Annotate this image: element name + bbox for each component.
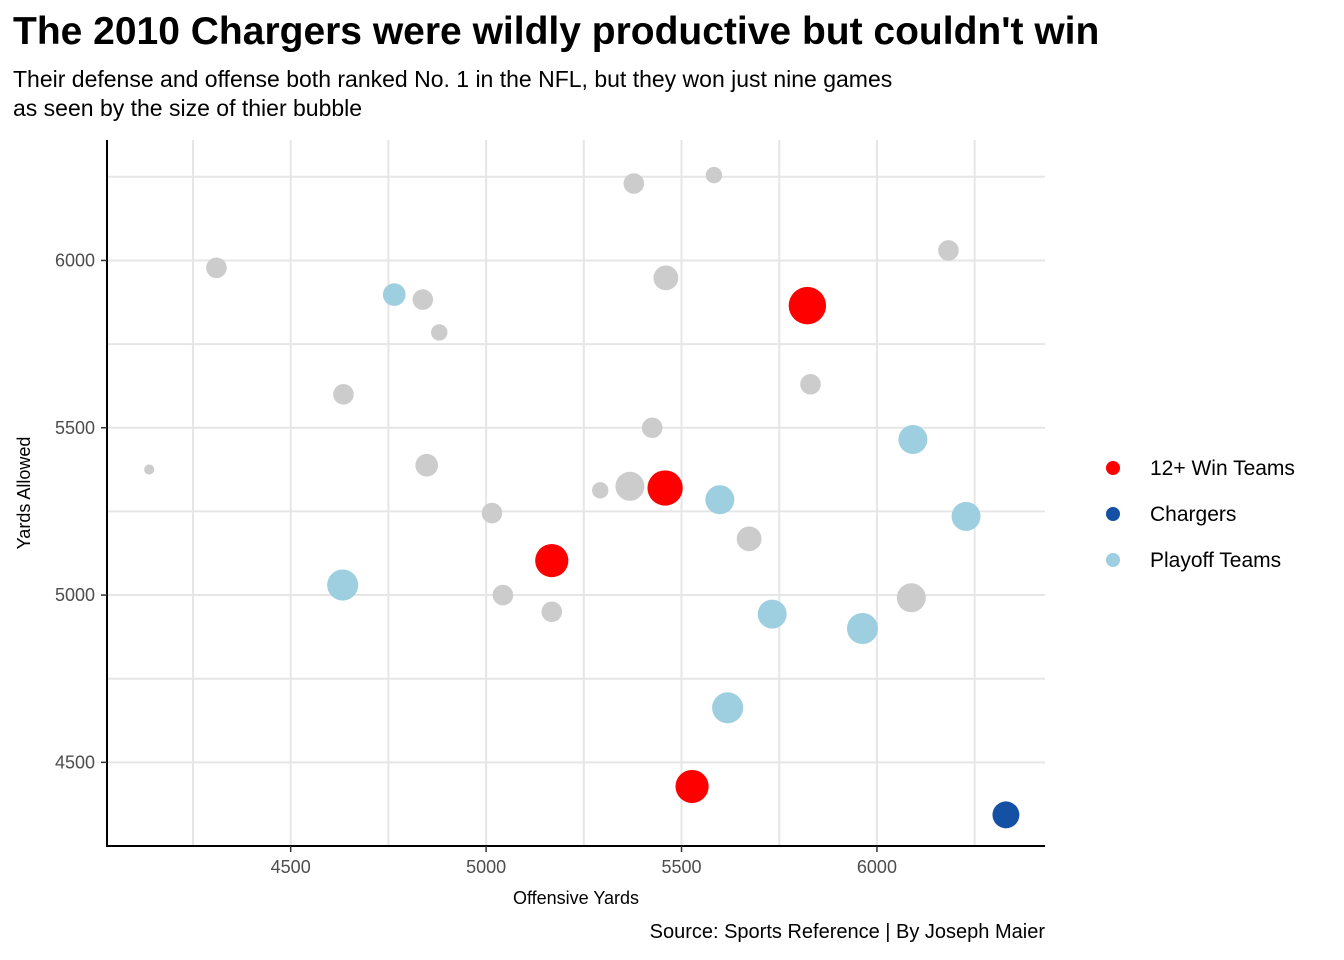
y-tick-label: 4500 — [55, 752, 95, 772]
y-tick-label: 5500 — [55, 418, 95, 438]
y-axis-label: Yards Allowed — [14, 437, 34, 550]
y-tick-label: 6000 — [55, 250, 95, 270]
data-point-other — [144, 464, 155, 475]
data-point-other — [541, 601, 563, 623]
data-point-twelve-plus — [788, 286, 827, 325]
legend-swatch — [1106, 507, 1120, 521]
data-point-other — [705, 166, 723, 184]
data-point-other — [938, 240, 959, 261]
legend-swatch — [1106, 461, 1120, 475]
data-point-other — [896, 583, 926, 613]
data-point-twelve-plus — [675, 769, 709, 804]
axis-ticks: 4500 5000 5500 6000 4500 5000 5500 6000 — [55, 250, 897, 877]
data-point-playoff — [846, 612, 879, 645]
data-point-other — [653, 265, 679, 291]
chart-caption: Source: Sports Reference | By Joseph Mai… — [649, 921, 1045, 943]
data-point-playoff — [757, 599, 787, 629]
data-point-other — [415, 453, 439, 477]
legend-item-chargers: Chargers — [1106, 503, 1236, 526]
subtitle-line: as seen by the size of thier bubble — [13, 95, 363, 121]
chart-subtitle: Their defense and offense both ranked No… — [13, 65, 892, 123]
subtitle-line: Their defense and offense both ranked No… — [13, 66, 893, 92]
data-point-other — [800, 373, 821, 395]
legend-swatch — [1106, 553, 1120, 567]
data-point-other — [592, 482, 609, 499]
x-tick-label: 4500 — [271, 857, 311, 877]
data-point-other — [206, 257, 227, 279]
data-point-playoff — [327, 569, 359, 601]
chart-title: The 2010 Chargers were wildly productive… — [13, 10, 1100, 53]
y-tick-label: 5000 — [55, 585, 95, 605]
legend-label: Chargers — [1150, 503, 1236, 526]
x-tick-label: 5000 — [466, 857, 506, 877]
data-point-playoff — [705, 485, 735, 515]
x-tick-label: 6000 — [857, 857, 897, 877]
data-point-other — [492, 584, 514, 606]
x-axis-label: Offensive Yards — [513, 888, 639, 908]
data-point-playoff — [951, 501, 981, 531]
data-point-playoff — [712, 692, 744, 724]
grid-lines — [107, 140, 1045, 846]
data-point-other — [615, 471, 645, 501]
data-point-other — [431, 324, 448, 341]
legend-label: Playoff Teams — [1150, 549, 1281, 572]
data-point-chargers — [992, 801, 1020, 829]
axes — [106, 140, 1045, 847]
legend-item-playoff: Playoff Teams — [1106, 549, 1281, 572]
data-point-other — [412, 289, 434, 310]
data-point-other — [481, 502, 503, 524]
data-point-twelve-plus — [647, 470, 683, 506]
data-points — [144, 166, 1020, 829]
data-point-other — [736, 526, 762, 552]
legend-label: 12+ Win Teams — [1150, 457, 1295, 480]
x-tick-label: 5500 — [662, 857, 702, 877]
data-point-playoff — [898, 424, 928, 454]
data-point-other — [641, 417, 663, 439]
data-point-other — [333, 383, 354, 405]
legend: 12+ Win Teams Chargers Playoff Teams — [1106, 457, 1295, 572]
legend-item-twelve-plus: 12+ Win Teams — [1106, 457, 1295, 480]
data-point-other — [623, 173, 645, 194]
data-point-playoff — [382, 283, 406, 306]
data-point-twelve-plus — [535, 543, 569, 578]
